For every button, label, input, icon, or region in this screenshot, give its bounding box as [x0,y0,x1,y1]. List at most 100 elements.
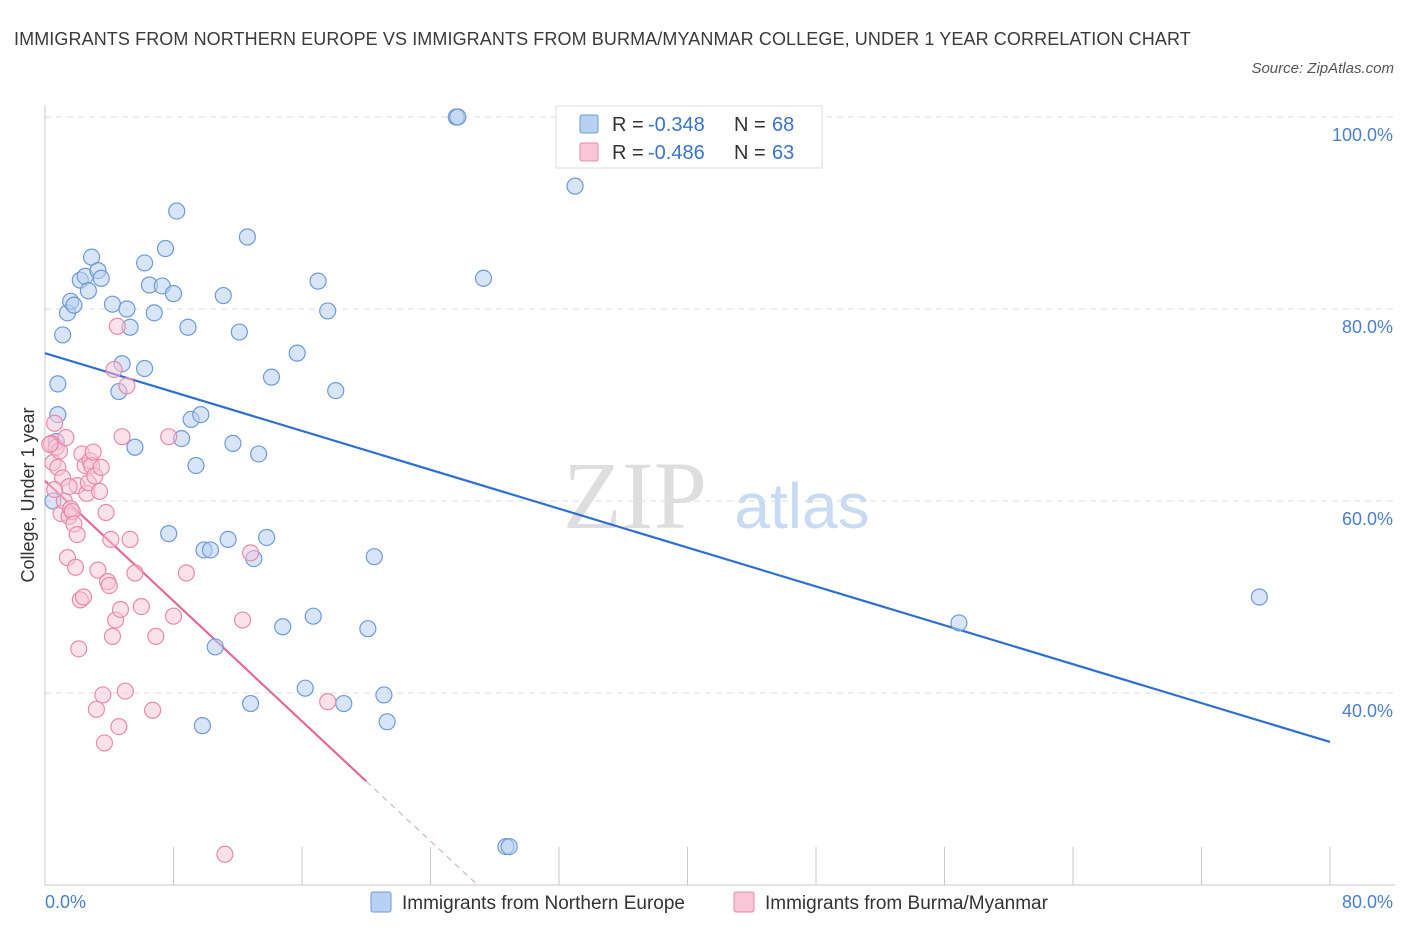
legend-n-value-0: 68 [772,114,794,136]
point-burma-myanmar-20 [74,588,93,606]
y-tick-label-3: 100.0% [1332,125,1393,145]
point-northern-europe-2 [54,326,72,344]
legend-r-value-1: -0.486 [648,142,705,164]
point-burma-myanmar-28 [87,700,106,718]
legend-swatch-burma-myanmar [579,142,599,162]
point-burma-myanmar-45 [116,682,134,700]
point-northern-europe-21 [145,304,163,322]
point-burma-myanmar-9 [57,429,75,447]
point-burma-myanmar-61 [60,478,78,496]
point-burma-myanmar-17 [70,640,88,658]
point-northern-europe-17 [126,438,144,456]
point-burma-myanmar-53 [164,607,183,625]
point-burma-myanmar-26 [84,443,102,461]
point-northern-europe-19 [135,359,154,378]
point-burma-myanmar-36 [100,576,118,595]
legend-r-label-0: R = [612,114,644,136]
point-northern-europe-28 [179,318,197,336]
point-northern-europe-18 [135,254,154,272]
point-burma-myanmar-50 [144,701,162,719]
point-northern-europe-55 [365,548,383,566]
point-burma-myanmar-34 [97,503,115,522]
bottom-legend-swatch-burma-myanmar [733,891,755,913]
trend-line-burma-myanmar [44,480,368,783]
trend-line-burma-myanmar-extension [365,780,480,887]
point-burma-myanmar-39 [105,360,123,379]
point-burma-myanmar-55 [216,845,234,863]
point-northern-europe-30 [187,456,205,475]
point-northern-europe-65 [1250,588,1268,606]
point-northern-europe-48 [296,679,314,697]
point-northern-europe-32 [193,717,212,735]
point-burma-myanmar-58 [319,693,337,711]
point-northern-europe-63 [566,177,584,195]
legend-r-value-0: -0.348 [648,114,705,136]
bottom-legend-label-burma-myanmar: Immigrants from Burma/Myanmar [765,893,1049,914]
legend-swatch-northern-europe [579,114,599,134]
point-northern-europe-62 [500,837,518,856]
point-burma-myanmar-56 [233,611,252,629]
point-burma-myanmar-32 [94,686,112,704]
y-axis-title: College, Under 1 year [18,407,38,582]
point-burma-myanmar-33 [95,734,114,752]
point-burma-myanmar-54 [177,564,195,582]
point-burma-myanmar-41 [108,317,126,335]
watermark: ZIP atlas [563,442,870,549]
point-northern-europe-23 [156,239,175,258]
bottom-legend: Immigrants from Northern Europe Immigran… [370,891,1049,914]
point-northern-europe-37 [219,530,237,549]
point-northern-europe-54 [359,620,377,638]
point-northern-europe-47 [288,344,306,362]
point-burma-myanmar-48 [126,564,144,582]
top-legend-box [555,105,823,169]
y-tick-label-0: 40.0% [1342,701,1393,721]
point-northern-europe-15 [118,300,136,318]
point-northern-europe-40 [238,228,256,246]
point-northern-europe-43 [250,445,268,463]
point-northern-europe-1 [49,375,67,393]
legend-n-label-0: N = [734,114,766,136]
chart-title: IMMIGRANTS FROM NORTHERN EUROPE VS IMMIG… [14,29,1191,49]
point-northern-europe-49 [304,607,322,625]
point-burma-myanmar-30 [91,482,109,500]
trend-line-northern-europe [44,352,1331,744]
x-tick-label-max: 80.0% [1342,892,1393,912]
legend-n-value-1: 63 [772,142,794,164]
point-northern-europe-51 [319,302,337,320]
top-legend: R = -0.348 N = 68 R = -0.486 N = 63 [555,105,823,169]
point-northern-europe-5 [65,296,83,314]
point-northern-europe-34 [201,541,220,559]
legend-r-label-1: R = [612,142,644,164]
watermark-zip: ZIP [563,442,707,549]
point-northern-europe-64 [950,614,968,632]
axes [44,105,1395,886]
point-burma-myanmar-46 [118,377,136,395]
point-northern-europe-26 [168,202,186,220]
grid-lines [45,116,1395,694]
source-label: Source: ZipAtlas.com [1251,60,1394,77]
point-northern-europe-38 [224,434,242,452]
point-burma-myanmar-37 [102,530,120,549]
bottom-legend-label-northern-europe: Immigrants from Northern Europe [402,893,685,914]
point-burma-myanmar-15 [66,558,85,576]
point-northern-europe-44 [258,528,276,547]
point-burma-myanmar-59 [41,435,59,453]
point-burma-myanmar-43 [111,600,130,619]
trend-lines [44,352,1331,887]
point-northern-europe-12 [103,295,122,313]
point-northern-europe-50 [309,272,327,290]
series-burma-myanmar-points [41,317,337,863]
y-tick-label-2: 80.0% [1342,317,1393,337]
point-burma-myanmar-42 [110,717,128,736]
point-northern-europe-56 [375,686,393,704]
point-northern-europe-46 [274,618,292,636]
point-burma-myanmar-29 [89,561,107,579]
x-tick-label-min: 0.0% [45,892,86,912]
point-northern-europe-35 [206,638,224,656]
point-northern-europe-11 [92,269,110,287]
point-northern-europe-59 [449,108,467,126]
point-northern-europe-41 [242,694,260,713]
point-northern-europe-39 [230,323,248,341]
y-tick-labels: 40.0% 60.0% 80.0% 100.0% [1332,125,1393,721]
